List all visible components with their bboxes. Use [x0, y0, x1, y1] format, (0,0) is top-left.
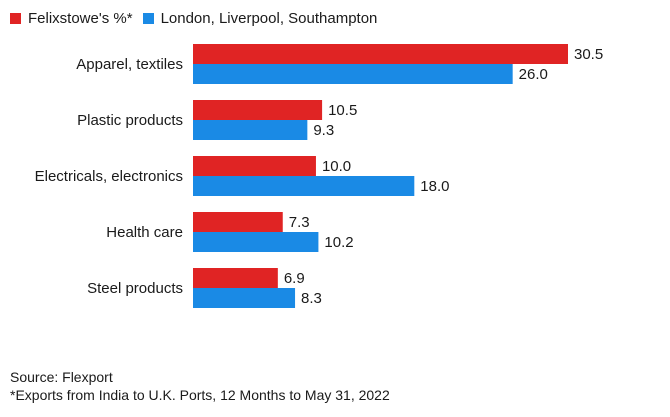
footnote: *Exports from India to U.K. Ports, 12 Mo… — [10, 387, 390, 403]
bar-london-liverpool-southampton — [193, 120, 308, 140]
legend-swatch-felixstowe — [10, 12, 21, 24]
bar-london-liverpool-southampton — [193, 64, 513, 84]
legend-item-felixstowe: Felixstowe's %* — [10, 10, 133, 27]
value-label: 9.3 — [313, 122, 334, 139]
value-label: 10.0 — [322, 158, 351, 175]
bar-felixstowe — [193, 212, 283, 232]
bar-london-liverpool-southampton — [193, 232, 319, 252]
legend-item-others: London, Liverpool, Southampton — [142, 9, 378, 27]
legend-swatch-others — [142, 12, 154, 24]
bar-london-liverpool-southampton — [193, 288, 296, 308]
category-label: Steel products — [87, 280, 183, 297]
legend-label-others: London, Liverpool, Southampton — [160, 9, 378, 27]
source-note: Source: Flexport — [10, 369, 113, 385]
value-label: 30.5 — [574, 46, 603, 63]
value-label: 18.0 — [420, 178, 449, 195]
category-label: Apparel, textiles — [76, 56, 183, 73]
value-label: 7.3 — [289, 214, 310, 231]
bar-felixstowe — [193, 44, 568, 64]
chart-legend: Felixstowe's %* London, Liverpool, South… — [10, 6, 387, 30]
legend-label-felixstowe: Felixstowe's %* — [28, 9, 133, 27]
category-label: Electricals, electronics — [35, 168, 183, 185]
bar-felixstowe — [193, 156, 316, 176]
bar-felixstowe — [193, 268, 278, 288]
bar-felixstowe — [193, 100, 323, 120]
bar-london-liverpool-southampton — [193, 176, 415, 196]
value-label: 10.5 — [328, 102, 357, 119]
value-label: 10.2 — [324, 234, 353, 251]
category-label: Plastic products — [77, 112, 183, 129]
category-label: Health care — [106, 224, 183, 241]
value-label: 26.0 — [519, 66, 548, 83]
chart-footer: Source: Flexport *Exports from India to … — [10, 368, 390, 404]
value-label: 8.3 — [301, 290, 322, 307]
value-label: 6.9 — [284, 270, 305, 287]
